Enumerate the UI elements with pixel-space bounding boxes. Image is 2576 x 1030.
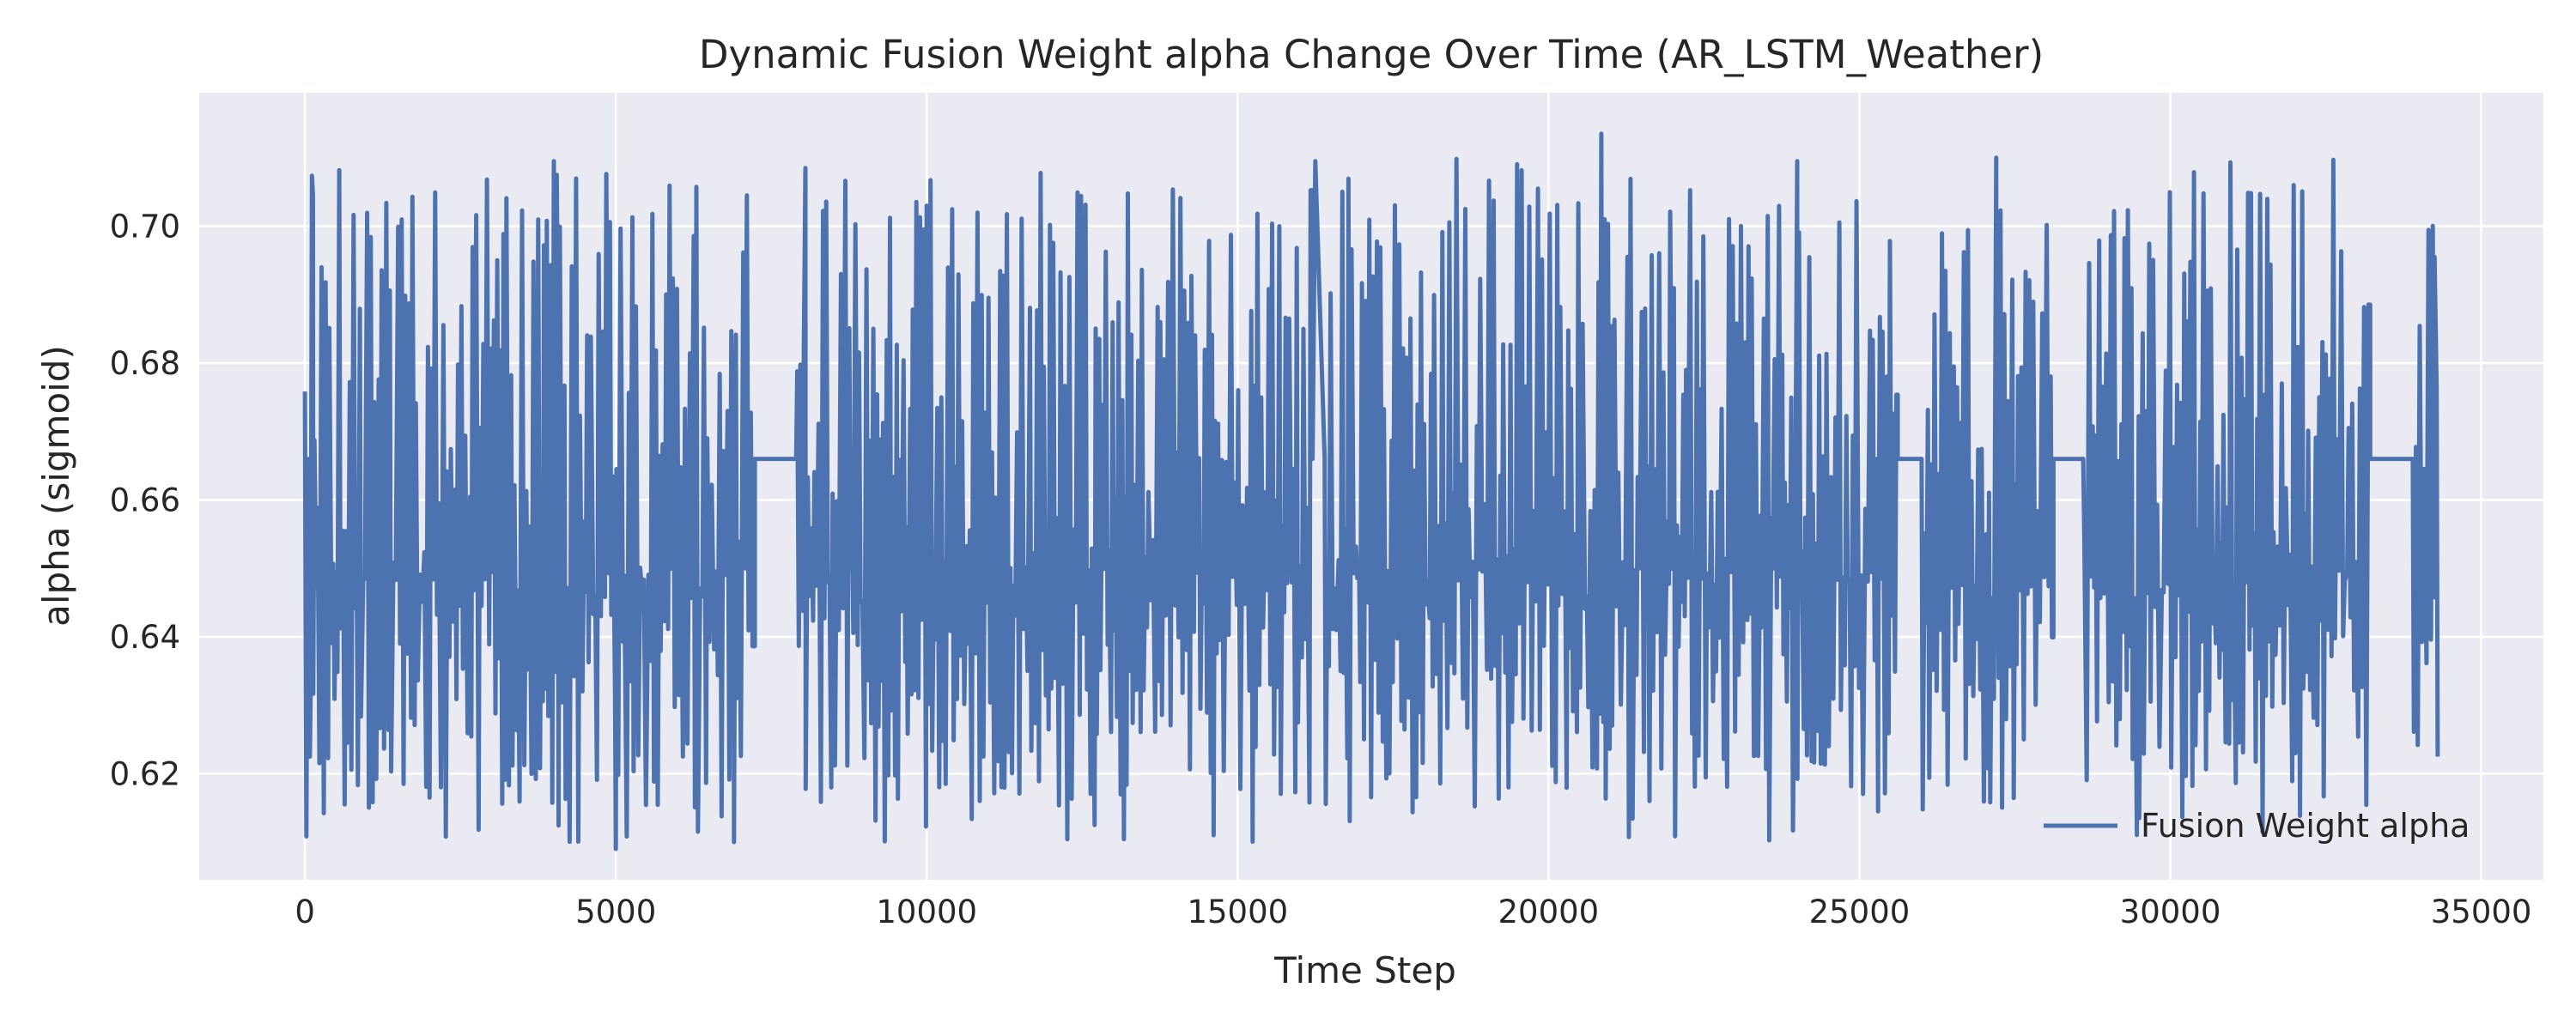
series-line-fusion-weight-alpha [302,131,2440,851]
x-axis-label: Time Step [1273,949,1456,991]
x-tick-label: 5000 [575,894,656,930]
y-tick-label: 0.66 [110,482,180,518]
series-layer [302,131,2440,851]
chart-title: Dynamic Fusion Weight alpha Change Over … [699,32,2044,77]
y-axis-ticks: 0.62 0.64 0.66 0.68 0.70 [110,208,180,792]
y-tick-label: 0.62 [110,755,180,792]
y-axis-label: alpha (sigmoid) [35,345,77,627]
x-tick-label: 30000 [2120,894,2221,930]
y-tick-label: 0.70 [110,208,180,245]
x-tick-label: 15000 [1187,894,1288,930]
x-tick-label: 25000 [1809,894,1911,930]
legend: Fusion Weight alpha [2044,807,2470,845]
y-tick-label: 0.64 [110,619,180,656]
y-tick-label: 0.68 [110,345,180,382]
x-tick-label: 35000 [2431,894,2532,930]
legend-label: Fusion Weight alpha [2141,807,2470,845]
x-tick-label: 0 [295,894,315,930]
x-tick-label: 10000 [876,894,977,930]
x-axis-ticks: 0 5000 10000 15000 20000 25000 30000 35000 [295,894,2531,930]
x-tick-label: 20000 [1498,894,1600,930]
